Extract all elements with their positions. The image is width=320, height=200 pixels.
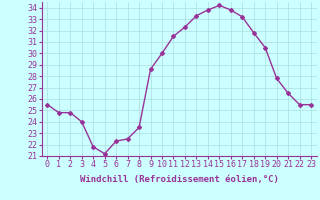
X-axis label: Windchill (Refroidissement éolien,°C): Windchill (Refroidissement éolien,°C)	[80, 175, 279, 184]
